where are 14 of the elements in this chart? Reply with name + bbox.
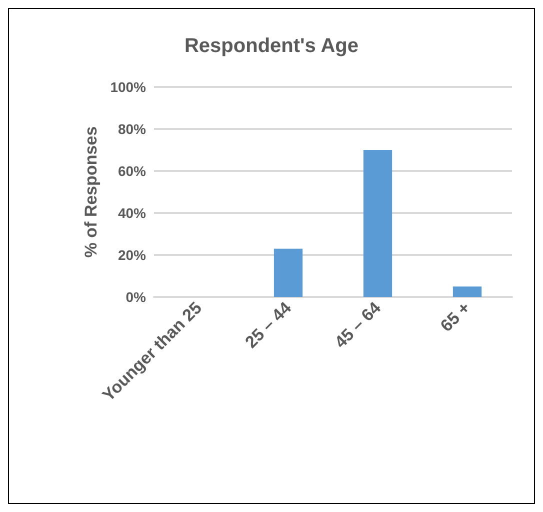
y-tick-label: 80% <box>118 121 147 137</box>
y-tick-label: 60% <box>118 163 147 179</box>
x-tick-label: 25 – 44 <box>241 298 296 352</box>
x-tick-label: 45 – 64 <box>330 298 385 352</box>
y-tick-label: 0% <box>126 289 147 305</box>
y-axis-title: % of Responses <box>81 126 100 258</box>
y-tick-label: 20% <box>118 247 147 263</box>
x-tick-label: 65 + <box>436 298 474 336</box>
y-tick-label: 100% <box>110 79 147 95</box>
chart-title: Respondent's Age <box>184 35 359 57</box>
bar <box>452 286 482 297</box>
y-tick-label: 40% <box>118 205 147 221</box>
bar <box>363 150 392 297</box>
bar <box>274 248 303 297</box>
